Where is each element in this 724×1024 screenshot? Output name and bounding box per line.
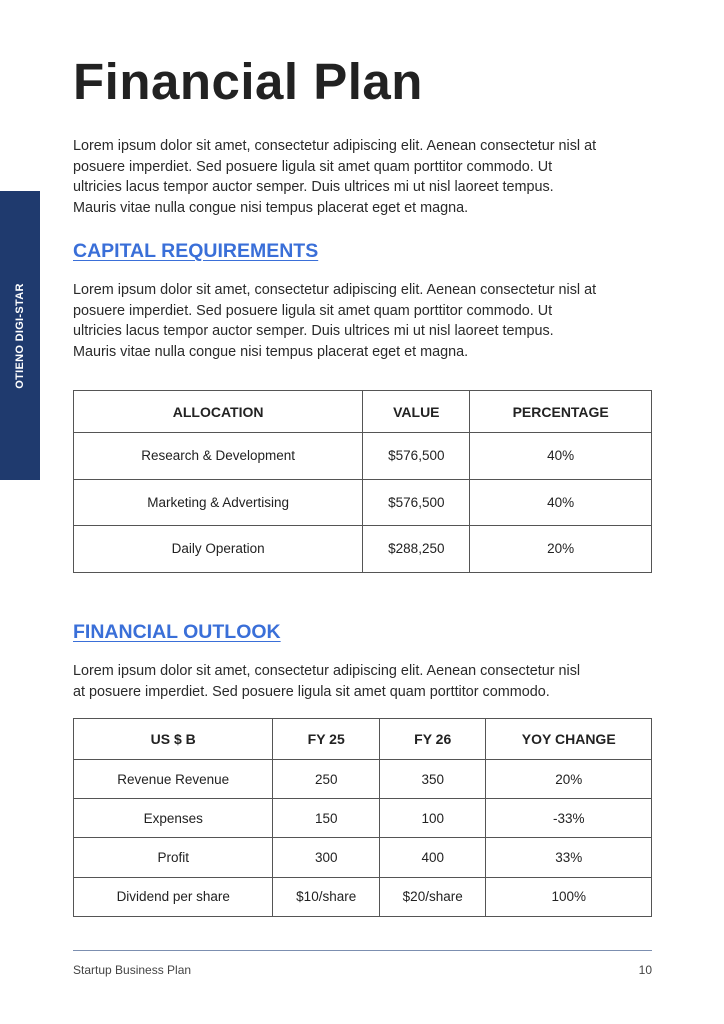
- footer-divider: [73, 950, 652, 951]
- capital-paragraph: Lorem ipsum dolor sit amet, consectetur …: [73, 280, 596, 362]
- table-header-row: US $ B FY 25 FY 26 YOY CHANGE: [72, 718, 652, 760]
- table-cell: 40%: [469, 478, 652, 526]
- table-cell: 250: [272, 758, 380, 800]
- financial-outlook-heading[interactable]: FINANCIAL OUTLOOK: [73, 621, 281, 643]
- table-row: Dividend per share $10/share $20/share 1…: [72, 876, 652, 917]
- intro-paragraph: Lorem ipsum dolor sit amet, consectetur …: [73, 136, 596, 218]
- capital-line: Mauris vitae nulla congue nisi tempus pl…: [73, 343, 469, 360]
- table-cell: Expenses: [72, 798, 274, 839]
- intro-line: posuere imperdiet. Sed posuere ligula si…: [73, 158, 553, 175]
- table-cell: 20%: [485, 758, 652, 800]
- table-cell: $576,500: [362, 478, 471, 526]
- table-cell: Profit: [72, 837, 274, 878]
- table-cell: Marketing & Advertising: [72, 478, 364, 526]
- table-row: Research & Development $576,500 40%: [72, 432, 652, 480]
- table-cell: 300: [272, 837, 380, 878]
- capital-requirements-heading[interactable]: CAPITAL REQUIREMENTS: [73, 240, 319, 262]
- capital-line: ultricies lacus tempor auctor semper. Du…: [73, 323, 554, 339]
- outlook-paragraph: Lorem ipsum dolor sit amet, consectetur …: [73, 661, 580, 702]
- table-cell: Dividend per share: [72, 876, 274, 917]
- table-cell: 150: [272, 798, 380, 839]
- table-cell: 400: [378, 837, 487, 878]
- table-row: Marketing & Advertising $576,500 40%: [72, 478, 652, 526]
- table-row: Profit 300 400 33%: [72, 837, 652, 878]
- intro-line: ultricies lacus tempor auctor semper. Du…: [73, 179, 554, 195]
- header-cell: FY 26: [378, 718, 487, 760]
- table-header-row: ALLOCATION VALUE PERCENTAGE: [72, 390, 652, 433]
- table-cell: 20%: [469, 525, 652, 573]
- table-cell: -33%: [485, 798, 652, 839]
- sidebar-label: OTIENO DIGI-STAR: [14, 282, 26, 389]
- page-number: 10: [638, 963, 652, 977]
- outlook-line: at posuere imperdiet. Sed posuere ligula…: [73, 683, 550, 700]
- table-cell: 40%: [469, 432, 652, 480]
- table-cell: 33%: [485, 837, 652, 878]
- table-cell: $20/share: [378, 876, 487, 917]
- table-row: Revenue Revenue 250 350 20%: [72, 758, 652, 800]
- page-title: Financial Plan: [73, 53, 423, 110]
- table-row: Expenses 150 100 -33%: [72, 798, 652, 839]
- table-cell: Revenue Revenue: [72, 758, 274, 800]
- capital-line: posuere imperdiet. Sed posuere ligula si…: [73, 302, 553, 319]
- header-cell: FY 25: [272, 718, 380, 760]
- intro-line: Lorem ipsum dolor sit amet, consectetur …: [73, 138, 597, 154]
- table-cell: Research & Development: [72, 432, 364, 480]
- table-cell: 100: [378, 798, 487, 839]
- table-cell: Daily Operation: [72, 525, 364, 573]
- header-cell: PERCENTAGE: [469, 390, 652, 433]
- header-cell: US $ B: [72, 718, 274, 760]
- footer-title: Startup Business Plan: [73, 963, 192, 977]
- table-row: Daily Operation $288,250 20%: [72, 525, 652, 573]
- header-cell: VALUE: [362, 390, 471, 433]
- table-cell: $10/share: [272, 876, 380, 917]
- intro-line: Mauris vitae nulla congue nisi tempus pl…: [73, 199, 469, 216]
- table-cell: 350: [378, 758, 487, 800]
- outlook-table: US $ B FY 25 FY 26 YOY CHANGE Revenue Re…: [72, 718, 652, 917]
- table-cell: $576,500: [362, 432, 471, 480]
- capital-table: ALLOCATION VALUE PERCENTAGE Research & D…: [72, 390, 652, 573]
- outlook-line: Lorem ipsum dolor sit amet, consectetur …: [73, 663, 581, 679]
- sidebar-band: OTIENO DIGI-STAR: [0, 191, 40, 480]
- header-cell: YOY CHANGE: [485, 718, 652, 760]
- table-cell: 100%: [485, 876, 652, 917]
- header-cell: ALLOCATION: [72, 390, 364, 433]
- table-cell: $288,250: [362, 525, 471, 573]
- capital-line: Lorem ipsum dolor sit amet, consectetur …: [73, 282, 597, 298]
